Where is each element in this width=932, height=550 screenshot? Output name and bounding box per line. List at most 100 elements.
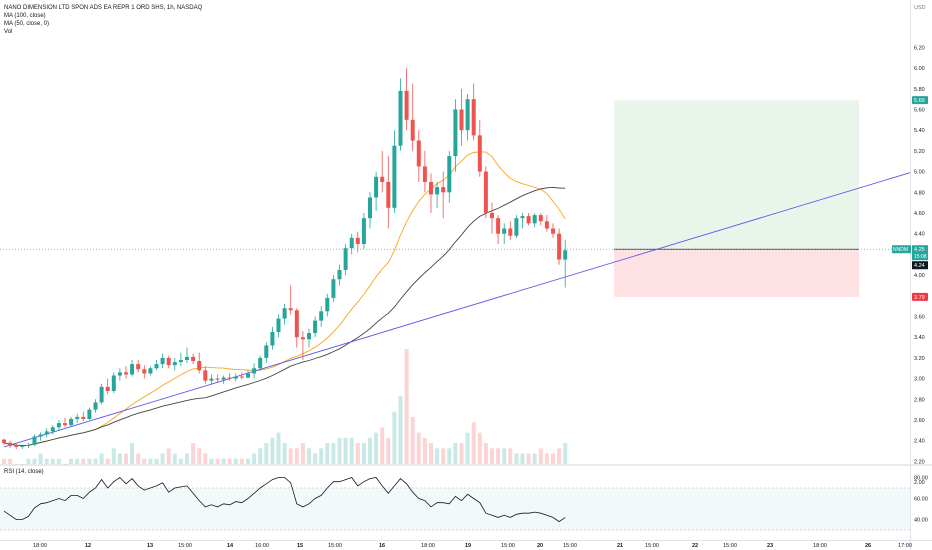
candle-body[interactable]: [459, 109, 464, 131]
candle-body[interactable]: [398, 90, 403, 146]
candle-body[interactable]: [2, 439, 6, 443]
candle-body[interactable]: [294, 310, 299, 338]
candle-body[interactable]: [264, 345, 269, 358]
candle-body[interactable]: [50, 427, 55, 432]
candle-body[interactable]: [502, 228, 507, 234]
candle-body[interactable]: [227, 377, 232, 379]
candle-body[interactable]: [410, 119, 415, 141]
trendline[interactable]: [3, 172, 911, 448]
ma50-legend[interactable]: MA (50, close, 0): [4, 21, 50, 27]
candle-body[interactable]: [532, 215, 537, 224]
rsi-legend[interactable]: RSI (14, close): [4, 469, 44, 475]
candle-body[interactable]: [239, 376, 244, 378]
candle-body[interactable]: [429, 181, 433, 195]
candle-body[interactable]: [288, 308, 293, 311]
candle-body[interactable]: [233, 376, 238, 379]
candle-body[interactable]: [215, 378, 220, 380]
candle-body[interactable]: [185, 356, 189, 360]
candle-body[interactable]: [99, 386, 104, 403]
candle-body[interactable]: [349, 237, 354, 249]
candle-body[interactable]: [246, 373, 250, 378]
volume-legend[interactable]: Vol: [4, 29, 13, 35]
candle-body[interactable]: [526, 216, 531, 224]
candle-body[interactable]: [124, 372, 128, 375]
candle-body[interactable]: [14, 445, 19, 447]
candle-body[interactable]: [441, 187, 446, 193]
candle-body[interactable]: [56, 423, 61, 428]
candle-body[interactable]: [416, 140, 421, 167]
candle-body[interactable]: [117, 372, 122, 376]
candle-body[interactable]: [447, 156, 452, 193]
candle-body[interactable]: [136, 364, 141, 370]
candle-body[interactable]: [355, 237, 360, 245]
candle-body[interactable]: [81, 416, 86, 419]
candle-body[interactable]: [465, 99, 470, 131]
candle-body[interactable]: [374, 176, 379, 198]
candle-body[interactable]: [282, 308, 287, 319]
candle-body[interactable]: [319, 311, 324, 321]
candle-body[interactable]: [404, 90, 409, 120]
ma100-line[interactable]: [3, 186, 566, 446]
candle-body[interactable]: [252, 368, 257, 374]
candle-body[interactable]: [435, 187, 440, 195]
rsi-line[interactable]: [3, 476, 566, 523]
candle-body[interactable]: [471, 99, 476, 136]
candle-body[interactable]: [197, 361, 202, 371]
candle-body[interactable]: [69, 418, 74, 426]
candle-body[interactable]: [538, 215, 543, 222]
profit-zone[interactable]: [614, 100, 859, 250]
candle-body[interactable]: [477, 135, 482, 172]
candle-body[interactable]: [20, 445, 25, 447]
candle-body[interactable]: [63, 423, 67, 426]
stop-zone[interactable]: [614, 249, 859, 297]
candle-body[interactable]: [325, 297, 330, 312]
chart-title[interactable]: NANO DIMENSION LTD SPON ADS EA REPR 1 OR…: [4, 5, 203, 11]
candle-body[interactable]: [105, 386, 110, 392]
candle-body[interactable]: [8, 442, 13, 446]
candle-body[interactable]: [490, 213, 494, 219]
candle-body[interactable]: [93, 402, 98, 410]
candle-body[interactable]: [75, 416, 80, 419]
candle-body[interactable]: [307, 333, 311, 340]
candle-body[interactable]: [544, 221, 549, 229]
candle-body[interactable]: [483, 171, 488, 213]
candle-body[interactable]: [178, 359, 183, 363]
candle-body[interactable]: [563, 250, 568, 260]
candle-body[interactable]: [111, 375, 116, 392]
candle-body[interactable]: [130, 364, 135, 375]
candle-body[interactable]: [221, 377, 226, 380]
candle-body[interactable]: [258, 357, 263, 369]
candle-body[interactable]: [508, 228, 513, 236]
candle-body[interactable]: [496, 218, 501, 234]
candle-body[interactable]: [203, 370, 208, 381]
candle-body[interactable]: [551, 228, 555, 234]
candle-body[interactable]: [557, 233, 562, 260]
candle-body[interactable]: [368, 197, 372, 219]
candle-body[interactable]: [331, 279, 336, 298]
candle-body[interactable]: [343, 248, 348, 270]
candle-body[interactable]: [386, 181, 391, 208]
candle-body[interactable]: [520, 216, 525, 219]
candle-body[interactable]: [380, 176, 385, 182]
candle-body[interactable]: [422, 166, 427, 182]
candle-body[interactable]: [44, 431, 49, 435]
candle-body[interactable]: [32, 436, 37, 445]
candle-body[interactable]: [514, 218, 519, 236]
candle-body[interactable]: [160, 357, 165, 365]
candle-body[interactable]: [38, 434, 43, 437]
candle-body[interactable]: [87, 409, 92, 419]
candle-body[interactable]: [270, 332, 275, 346]
candle-body[interactable]: [392, 145, 397, 208]
candle-body[interactable]: [337, 269, 342, 280]
candle-body[interactable]: [361, 218, 366, 245]
candle-body[interactable]: [26, 444, 31, 446]
candle-body[interactable]: [166, 357, 171, 366]
candle-body[interactable]: [276, 318, 281, 333]
candle-body[interactable]: [453, 109, 458, 157]
candle-body[interactable]: [148, 368, 153, 374]
candle-body[interactable]: [313, 320, 318, 334]
candle-body[interactable]: [191, 356, 196, 362]
ma50-line[interactable]: [3, 151, 566, 446]
candle-body[interactable]: [142, 369, 147, 374]
